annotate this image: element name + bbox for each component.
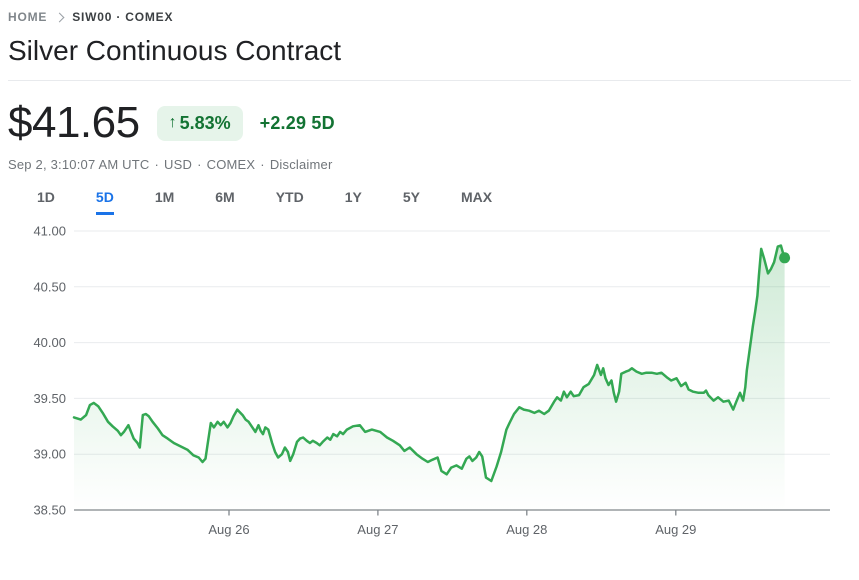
arrow-up-icon: ↑	[168, 114, 177, 131]
meta-separator: ·	[154, 157, 160, 172]
y-tick-label: 39.00	[33, 447, 66, 462]
breadcrumb: HOME SIW00 · COMEX	[8, 8, 851, 24]
price-chart[interactable]: 41.00 40.50 40.00 39.50 39.00 38.50 Aug 26 Aug …	[8, 215, 851, 555]
change-absolute: +2.29 5D	[259, 112, 335, 133]
y-axis-labels: 41.00 40.50 40.00 39.50 39.00 38.50	[33, 224, 66, 518]
series-line	[72, 244, 786, 483]
tab-1d[interactable]: 1D	[37, 189, 55, 205]
quote-currency: USD	[164, 157, 193, 172]
y-tick-label: 40.00	[33, 335, 66, 350]
tab-1m[interactable]: 1M	[154, 189, 175, 205]
time-range-tabs: 1D 5D 1M 6M YTD 1Y 5Y MAX	[8, 189, 851, 215]
last-price-dot	[779, 252, 791, 264]
change-percent-value: 5.83%	[179, 112, 231, 133]
meta-separator: ·	[197, 157, 202, 172]
x-axis-labels: Aug 26 Aug 27 Aug 28 Aug 29	[208, 510, 696, 537]
meta-separator: ·	[260, 157, 265, 172]
header-divider	[8, 80, 851, 81]
quote-meta: Sep 2, 3:10:07 AM UTC · USD · COMEX · Di…	[8, 157, 851, 172]
x-tick-label: Aug 28	[506, 522, 547, 537]
disclaimer-link[interactable]: Disclaimer	[269, 157, 333, 172]
quote-row: $41.65 ↑ 5.83% +2.29 5D	[8, 101, 851, 145]
y-tick-label: 39.50	[33, 391, 66, 406]
quote-timestamp: Sep 2, 3:10:07 AM UTC	[8, 157, 150, 172]
tab-1y[interactable]: 1Y	[344, 189, 362, 205]
finance-quote-page: HOME SIW00 · COMEX Silver Continuous Con…	[8, 8, 851, 555]
x-tick-label: Aug 29	[655, 522, 696, 537]
current-price: $41.65	[8, 98, 140, 147]
x-tick-label: Aug 26	[208, 522, 249, 537]
change-percent-badge: ↑ 5.83%	[156, 105, 243, 141]
x-tick-label: Aug 27	[357, 522, 398, 537]
tab-ytd[interactable]: YTD	[275, 189, 304, 205]
tab-max[interactable]: MAX	[460, 189, 493, 205]
chevron-right-icon	[54, 12, 65, 22]
series-area	[74, 245, 785, 510]
page-title: Silver Continuous Contract	[8, 35, 342, 66]
quote-exchange: COMEX	[206, 157, 256, 172]
tab-5y[interactable]: 5Y	[402, 189, 420, 205]
y-tick-label: 38.50	[33, 503, 66, 518]
y-tick-label: 41.00	[33, 224, 66, 239]
tab-5d[interactable]: 5D	[95, 189, 114, 215]
y-tick-label: 40.50	[33, 279, 66, 294]
tab-6m[interactable]: 6M	[215, 189, 235, 205]
breadcrumb-home-link[interactable]: HOME	[8, 10, 48, 24]
breadcrumb-symbol: SIW00 · COMEX	[72, 10, 174, 24]
